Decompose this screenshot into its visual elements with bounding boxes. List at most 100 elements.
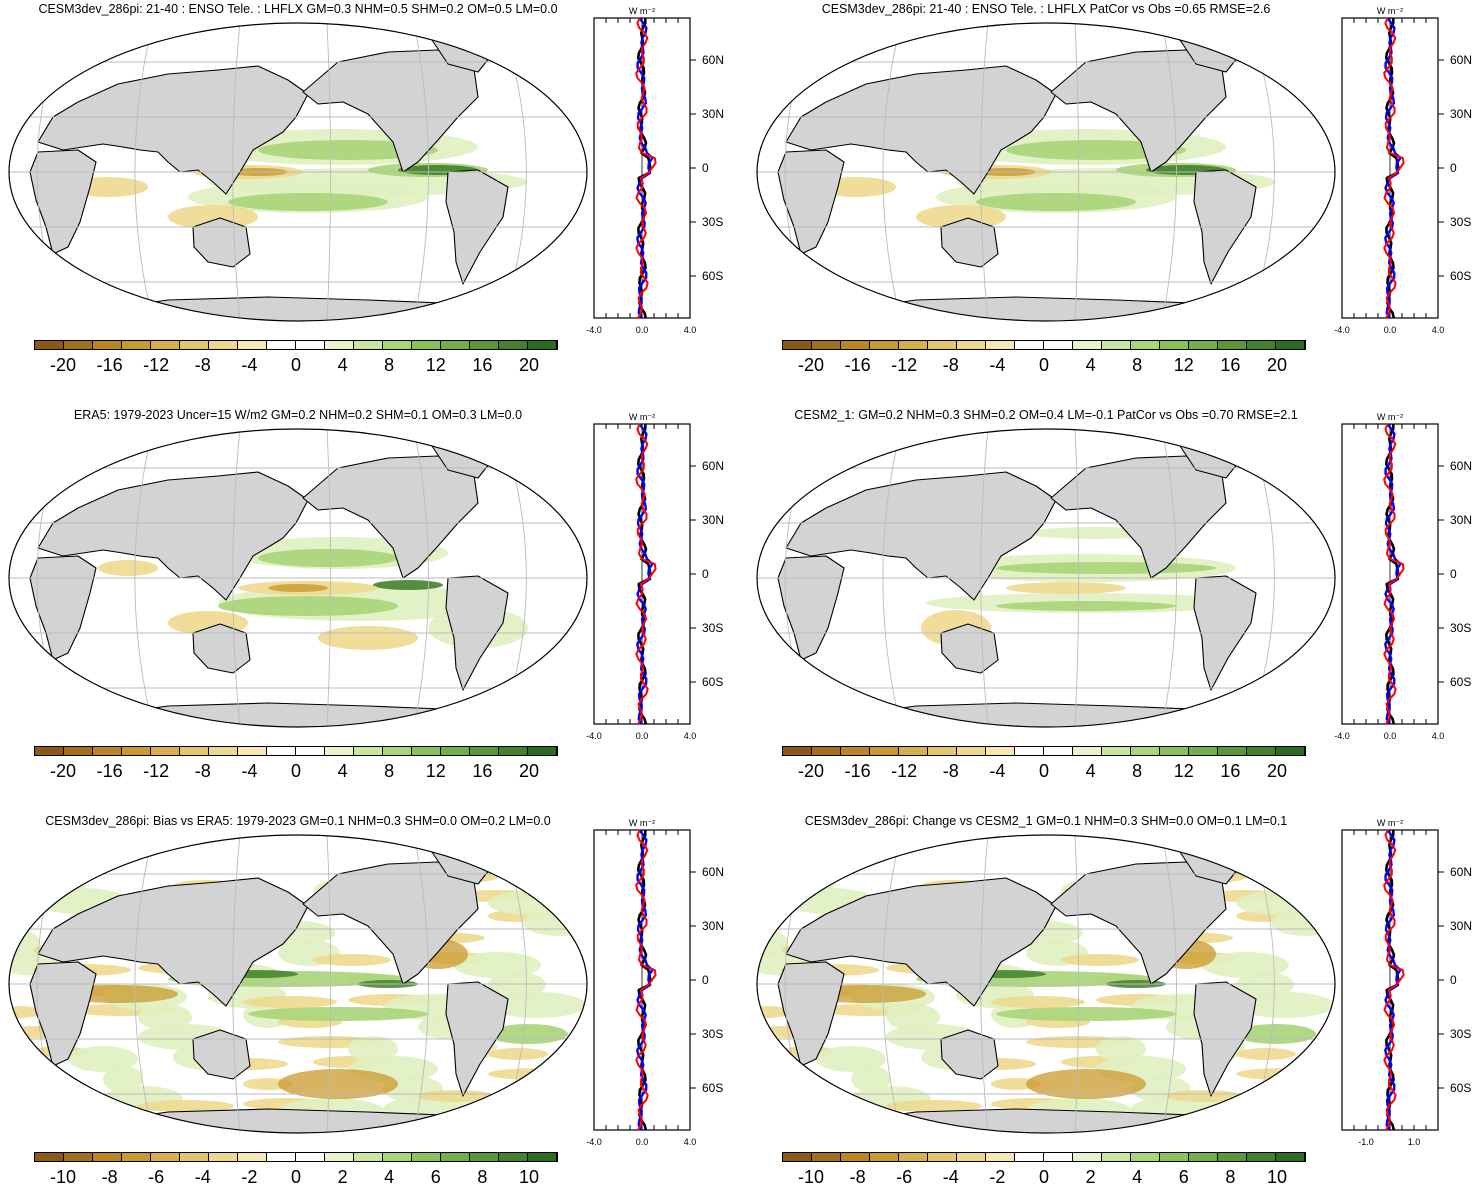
colorbar-bin [209, 341, 238, 349]
colorbar-bin [812, 1153, 841, 1161]
colorbar-bin [412, 747, 441, 755]
colorbar-label: -8 [849, 1167, 866, 1187]
colorbar-bin [528, 341, 557, 349]
colorbar-label: 0 [290, 761, 302, 781]
colorbar-bin [325, 1153, 354, 1161]
colorbar-bin [267, 341, 296, 349]
colorbar-bin [1247, 747, 1276, 755]
colorbar-bin [528, 747, 557, 755]
colorbar-bin [1160, 747, 1189, 755]
lat-tick-label: 30S [1450, 1027, 1471, 1041]
lat-tick-label: 30N [1450, 513, 1472, 527]
colorbar [34, 1152, 558, 1162]
colorbar-bin [1189, 747, 1218, 755]
colorbar-label: -10 [49, 1167, 77, 1187]
units-label: W m⁻² [1377, 412, 1403, 422]
panel-title: CESM3dev_286pi: 21-40 : ENSO Tele. : LHF… [821, 2, 1271, 16]
colorbar-label: -10 [797, 1167, 825, 1187]
colorbar-label: -20 [49, 761, 77, 781]
colorbar-bin [1073, 341, 1102, 349]
colorbar-bin [499, 341, 528, 349]
colorbar-label: -12 [891, 355, 918, 375]
x-tick-label: -4.0 [586, 731, 602, 741]
units-label: W m⁻² [629, 412, 655, 422]
robinson-map [8, 22, 588, 322]
colorbar-bin [64, 747, 93, 755]
colorbar-bin [783, 341, 812, 349]
units-label: W m⁻² [629, 818, 655, 828]
colorbar-label: 0 [290, 1167, 302, 1187]
colorbar-label: 4 [384, 1167, 395, 1187]
colorbar-bin [93, 747, 122, 755]
colorbar-bin [209, 1153, 238, 1161]
colorbar-label: 8 [1132, 761, 1143, 781]
x-tick-label: 0.0 [1384, 325, 1397, 335]
colorbar-bin [528, 1153, 557, 1161]
colorbar-bin [1160, 341, 1189, 349]
colorbar-label: -4 [194, 1167, 211, 1187]
colorbar-bin [238, 747, 267, 755]
colorbar-bin [928, 747, 957, 755]
colorbar-bin [470, 1153, 499, 1161]
colorbar-bin [441, 747, 470, 755]
colorbar-bin [1189, 341, 1218, 349]
lat-tick-label: 0 [702, 567, 709, 581]
robinson-map [756, 834, 1336, 1134]
colorbar-bin [899, 341, 928, 349]
colorbar-label: -4 [989, 355, 1006, 375]
colorbar-bin [1131, 1153, 1160, 1161]
zonal-mean-plot: W m⁻² 60N 30N 0 30S 60S -4.0 0.0 4.0 [1334, 6, 1472, 335]
colorbar-label: 4 [1085, 355, 1096, 375]
lat-tick-label: 60N [1450, 53, 1472, 67]
colorbar [34, 340, 558, 350]
colorbar-label: -16 [844, 355, 871, 375]
lat-tick-label: 30N [702, 107, 724, 121]
colorbar-label: 8 [384, 355, 395, 375]
colorbar-bin [412, 1153, 441, 1161]
colorbar-label: 12 [425, 355, 446, 375]
colorbar-bin [870, 747, 899, 755]
colorbar-bin [1044, 1153, 1073, 1161]
colorbar-bin [841, 341, 870, 349]
colorbar-label: 6 [1178, 1167, 1189, 1187]
x-tick-label: 0.0 [1384, 731, 1397, 741]
lat-tick-label: 30S [702, 215, 723, 229]
colorbar-label: 8 [1132, 355, 1143, 375]
colorbar-bin [986, 1153, 1015, 1161]
colorbar-bin [180, 341, 209, 349]
colorbar-bin [1044, 341, 1073, 349]
colorbar-bin [1276, 747, 1305, 755]
colorbar-bin [180, 1153, 209, 1161]
colorbar [782, 1152, 1306, 1162]
colorbar [34, 746, 558, 756]
colorbar-bin [1276, 341, 1305, 349]
colorbar-label: -8 [194, 355, 211, 375]
colorbar-bin [1160, 1153, 1189, 1161]
colorbar-bin [783, 1153, 812, 1161]
colorbar-bin [1189, 1153, 1218, 1161]
colorbar-bin [441, 1153, 470, 1161]
colorbar-bin [812, 341, 841, 349]
colorbar-label: -6 [896, 1167, 913, 1187]
colorbar-bin [1015, 341, 1044, 349]
colorbar-label: -8 [942, 355, 959, 375]
colorbar-bin [1131, 341, 1160, 349]
colorbar-bin [870, 1153, 899, 1161]
colorbar-label: 20 [518, 355, 540, 375]
colorbar-bin [470, 341, 499, 349]
x-tick-label: 0.0 [636, 325, 649, 335]
colorbar-bin [899, 1153, 928, 1161]
colorbar-bin [122, 1153, 151, 1161]
colorbar-bin [783, 747, 812, 755]
colorbar-label: 4 [1132, 1167, 1143, 1187]
x-tick-label: -1.0 [1358, 1137, 1374, 1147]
colorbar-label: -8 [942, 761, 959, 781]
zonal-mean-plot: W m⁻² 60N 30N 0 30S 60S -4.0 0.0 4.0 [586, 818, 724, 1147]
lat-tick-label: 30S [702, 621, 723, 635]
x-tick-label: -4.0 [586, 1137, 602, 1147]
colorbar-label: 0 [290, 355, 302, 375]
colorbar-label: 12 [425, 761, 446, 781]
colorbar-bin [151, 341, 180, 349]
lat-tick-label: 60S [1450, 1081, 1471, 1095]
colorbar-bin [1073, 1153, 1102, 1161]
